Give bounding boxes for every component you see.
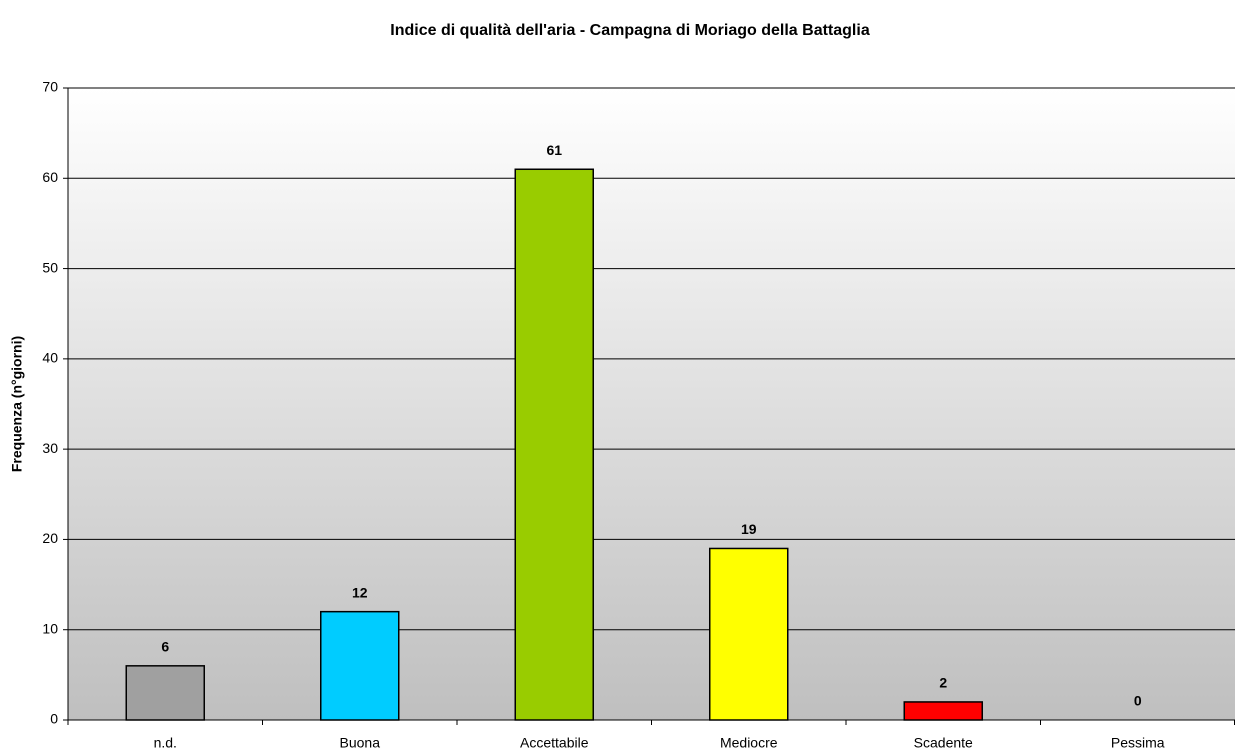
bar — [320, 610, 400, 721]
y-tick-label: 60 — [42, 169, 58, 185]
value-label: 19 — [741, 521, 757, 537]
y-tick-label: 70 — [42, 79, 58, 95]
y-tick-label: 50 — [42, 259, 58, 275]
y-tick-label: 40 — [42, 350, 58, 366]
y-tick-label: 20 — [42, 530, 58, 546]
bar — [514, 168, 594, 721]
y-tick-label: 10 — [42, 620, 58, 636]
bar — [709, 547, 789, 721]
value-label: 6 — [161, 639, 169, 655]
plot-area — [68, 88, 1235, 720]
bar — [125, 665, 205, 721]
x-tick-label: Scadente — [914, 735, 973, 751]
x-tick-label: Buona — [340, 735, 381, 751]
y-tick-label: 30 — [42, 440, 58, 456]
value-label: 2 — [939, 675, 947, 691]
y-axis-label: Frequenza (n°giorni) — [9, 336, 25, 472]
value-label: 0 — [1134, 693, 1142, 709]
x-tick-label: Pessima — [1111, 735, 1165, 751]
chart-title: Indice di qualità dell'aria - Campagna d… — [390, 22, 870, 39]
y-tick-label: 0 — [50, 711, 58, 727]
bar — [903, 701, 983, 721]
value-label: 61 — [546, 142, 562, 158]
x-tick-label: Accettabile — [520, 735, 589, 751]
x-tick-label: n.d. — [154, 735, 177, 751]
value-label: 12 — [352, 584, 368, 600]
x-tick-label: Mediocre — [720, 735, 778, 751]
